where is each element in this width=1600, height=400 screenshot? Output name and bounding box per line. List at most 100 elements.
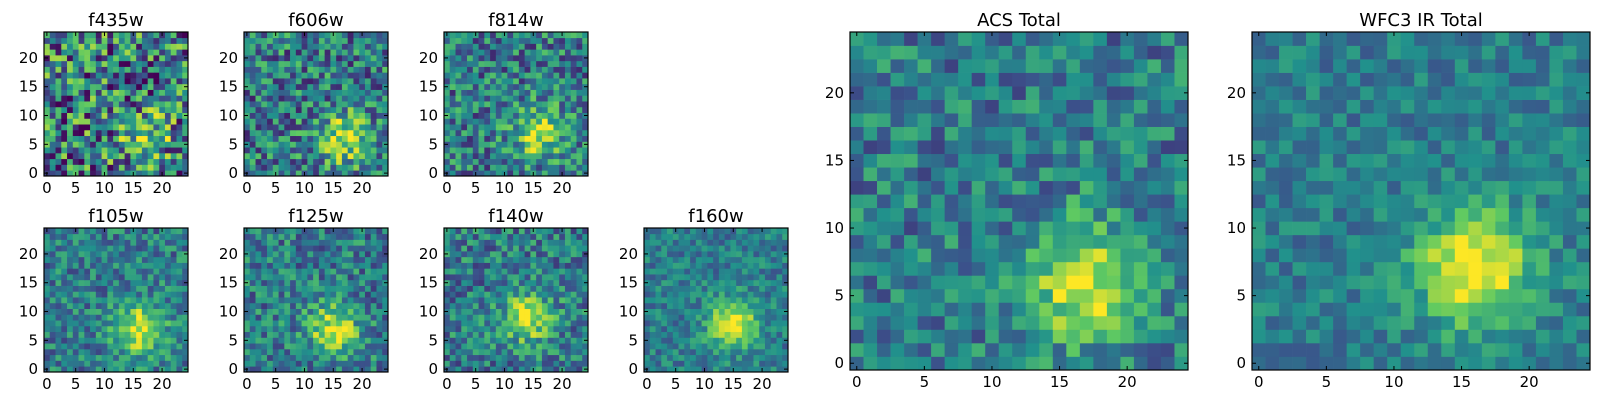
heatmap-cell — [850, 329, 864, 344]
heatmap-cell — [467, 49, 474, 56]
heatmap-cell — [472, 354, 479, 361]
heatmap-cell — [318, 78, 325, 85]
heatmap-cell — [1093, 261, 1108, 276]
heatmap-cell — [353, 251, 360, 258]
heatmap-cell — [49, 343, 56, 350]
heatmap-cell — [764, 325, 772, 333]
heatmap-cell — [701, 291, 708, 298]
heatmap-cell — [501, 354, 508, 361]
heatmap-cell — [72, 245, 79, 252]
heatmap-cell — [713, 274, 720, 281]
heatmap-cell — [536, 158, 543, 165]
heatmap-cell — [564, 360, 572, 367]
heatmap-cell — [67, 314, 74, 321]
heatmap-cell — [490, 245, 497, 252]
heatmap-cell — [164, 366, 172, 373]
heatmap-cell — [917, 315, 932, 330]
heatmap-cell — [307, 49, 314, 56]
heatmap-cell — [159, 37, 166, 44]
heatmap-cell — [484, 331, 491, 338]
heatmap-cell — [347, 302, 354, 309]
heatmap-cell — [690, 354, 697, 361]
heatmap-cell — [513, 274, 520, 281]
heatmap-cell — [564, 262, 572, 269]
heatmap-cell — [118, 239, 125, 246]
heatmap-cell — [541, 164, 549, 171]
heatmap-cell — [118, 37, 125, 44]
heatmap-cell — [524, 78, 531, 85]
heatmap-cell — [524, 360, 531, 367]
heatmap-cell — [101, 274, 108, 281]
heatmap-cell — [341, 233, 349, 240]
heatmap-cell — [49, 147, 56, 154]
heatmap-cell — [272, 158, 279, 165]
heatmap-cell — [770, 251, 777, 258]
heatmap-cell — [124, 302, 131, 309]
heatmap-cell — [507, 285, 514, 292]
heatmap-cell — [553, 297, 560, 304]
heatmap-cell — [564, 124, 572, 131]
heatmap-cell — [570, 291, 577, 298]
heatmap-cell — [95, 170, 102, 177]
heatmap-cell — [667, 348, 674, 356]
heatmap-cell — [370, 291, 377, 298]
heatmap-cell — [1066, 329, 1081, 344]
heatmap-cell — [370, 89, 377, 96]
heatmap-cell — [684, 331, 691, 338]
heatmap-cell — [318, 337, 325, 344]
heatmap-cell — [267, 124, 274, 131]
heatmap-cell — [1160, 356, 1175, 371]
heatmap-cell — [449, 118, 456, 125]
heatmap-cell — [72, 262, 79, 269]
heatmap-cell — [261, 141, 268, 148]
heatmap-cell — [1012, 248, 1027, 263]
heatmap-cell — [695, 331, 702, 338]
heatmap-cell — [1039, 356, 1054, 371]
heatmap-cell — [278, 331, 285, 338]
heatmap-cell — [176, 101, 183, 108]
heatmap-cell — [490, 135, 497, 142]
y-tick-label: 5 — [628, 331, 638, 349]
heatmap-cell — [95, 49, 102, 56]
heatmap-cell — [1174, 261, 1189, 276]
heatmap-cell — [890, 221, 905, 236]
heatmap-cell — [472, 245, 479, 252]
heatmap-cell — [564, 135, 572, 142]
heatmap-cell — [547, 262, 554, 269]
heatmap-cell — [90, 291, 97, 298]
heatmap-cell — [655, 268, 662, 275]
heatmap-cell — [370, 274, 377, 281]
heatmap-cell — [695, 348, 702, 356]
heatmap-cell — [518, 302, 525, 309]
heatmap-cell — [672, 331, 679, 338]
heatmap-cell — [718, 308, 725, 315]
heatmap-cell — [49, 60, 56, 67]
heatmap-cell — [159, 72, 166, 79]
heatmap-cell — [336, 49, 343, 56]
heatmap-cell — [759, 233, 766, 240]
heatmap-cell — [764, 297, 772, 304]
heatmap-cell — [661, 285, 668, 292]
heatmap-cell — [695, 285, 702, 292]
heatmap-cell — [776, 366, 783, 373]
heatmap-cell — [147, 245, 154, 252]
heatmap-cell — [678, 354, 685, 361]
heatmap-cell — [67, 285, 74, 292]
heatmap-cell — [78, 314, 85, 321]
heatmap-cell — [478, 78, 485, 85]
heatmap-cell — [295, 72, 302, 79]
heatmap-cell — [95, 302, 102, 309]
heatmap-cell — [944, 221, 959, 236]
heatmap-cell — [136, 348, 143, 356]
heatmap-cell — [101, 314, 108, 321]
heatmap-cell — [84, 78, 91, 85]
heatmap-cell — [724, 331, 731, 338]
heatmap-cell — [536, 141, 543, 148]
heatmap-cell — [559, 314, 566, 321]
heatmap-cell — [141, 314, 149, 321]
heatmap-cell — [336, 268, 343, 275]
heatmap-cell — [244, 354, 251, 361]
heatmap-cell — [284, 83, 291, 90]
heatmap-cell — [518, 158, 525, 165]
heatmap-cell — [541, 101, 549, 108]
